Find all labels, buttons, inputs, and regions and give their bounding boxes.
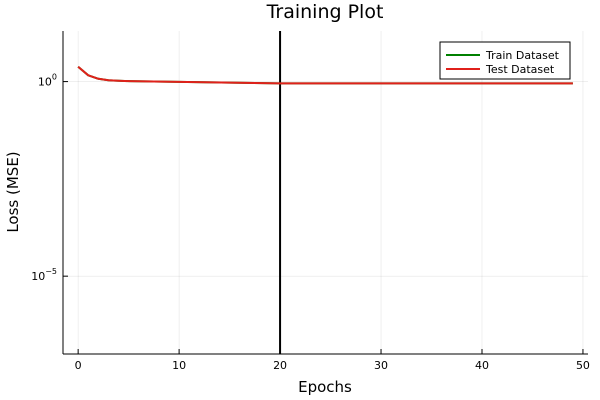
legend-box	[439, 41, 571, 80]
ticks-layer: 0 10 20 30 40 50 100 10−5	[31, 73, 590, 372]
chart-title: Training Plot	[266, 1, 384, 23]
legend-label-train: Train Dataset	[485, 49, 560, 62]
legend-label-test: Test Dataset	[485, 63, 555, 76]
series-layer	[77, 66, 573, 85]
x-tick-label: 40	[475, 359, 489, 372]
x-axis-label: Epochs	[298, 378, 352, 396]
y-tick-label: 100	[38, 73, 57, 89]
y-tick-label: 10−5	[31, 267, 57, 283]
x-tick-label: 30	[374, 359, 388, 372]
x-tick-label: 50	[576, 359, 590, 372]
series-line-test	[77, 66, 573, 85]
x-tick-label: 10	[172, 359, 186, 372]
x-tick-label: 20	[273, 359, 287, 372]
legend: Train Dataset Test Dataset	[439, 41, 571, 80]
x-tick-label: 0	[75, 359, 82, 372]
plot-frame	[62, 31, 588, 355]
y-axis-label: Loss (MSE)	[4, 151, 22, 232]
